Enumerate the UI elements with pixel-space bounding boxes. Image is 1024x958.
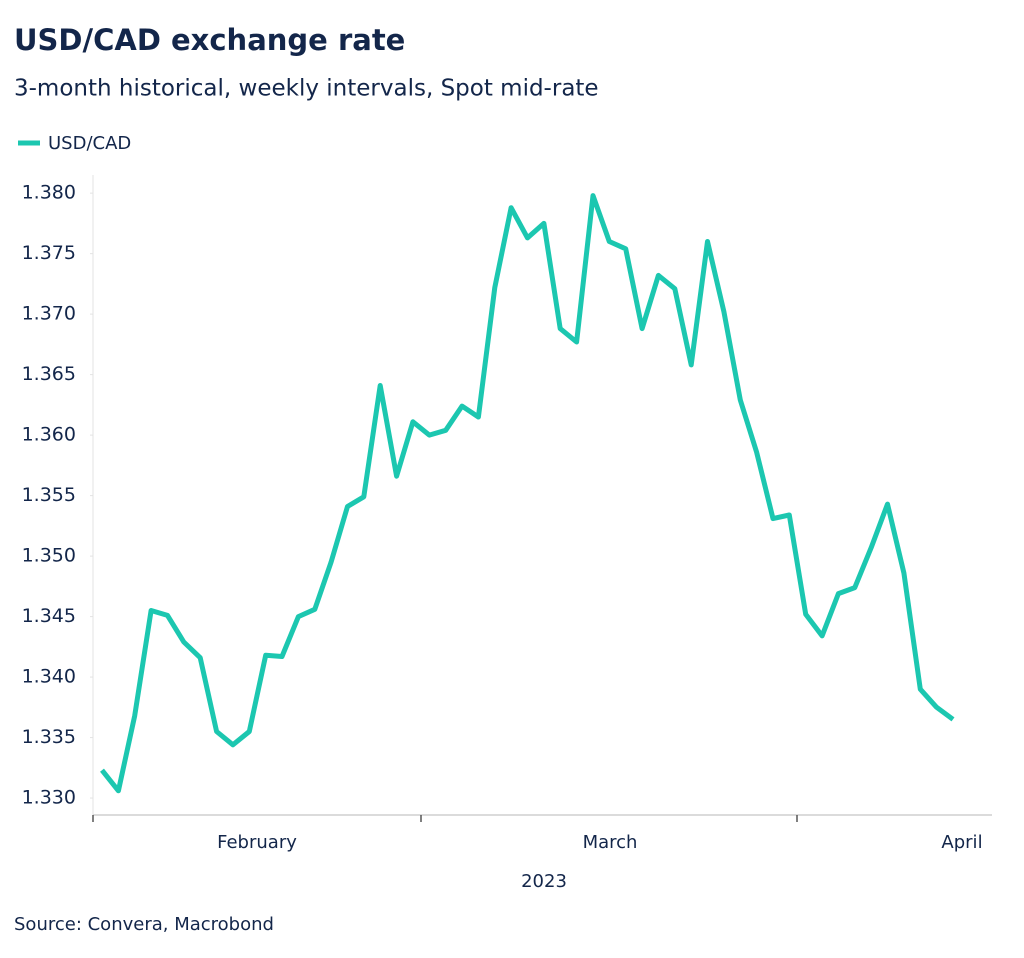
y-tick-label: 1.360 [22,424,76,446]
chart-title: USD/CAD exchange rate [14,23,405,57]
x-tick-label: April [941,832,982,853]
y-tick-label: 1.355 [22,484,76,506]
data-line [100,193,955,794]
y-tick-label: 1.375 [22,242,76,264]
y-tick-label: 1.335 [22,726,76,748]
y-tick-label: 1.350 [22,545,76,567]
x-axis-label: 2023 [521,871,567,892]
source-note: Source: Convera, Macrobond [14,914,274,935]
x-tick-label: March [583,832,638,853]
x-tick-label: February [217,832,297,853]
y-tick-label: 1.370 [22,303,76,325]
chart-subtitle: 3-month historical, weekly intervals, Sp… [14,76,599,102]
y-tick-label: 1.330 [22,787,76,809]
y-tick-label: 1.380 [22,182,76,204]
y-tick-label: 1.340 [22,666,76,688]
legend-label: USD/CAD [48,133,131,154]
y-tick-label: 1.345 [22,605,76,627]
y-tick-label: 1.365 [22,363,76,385]
